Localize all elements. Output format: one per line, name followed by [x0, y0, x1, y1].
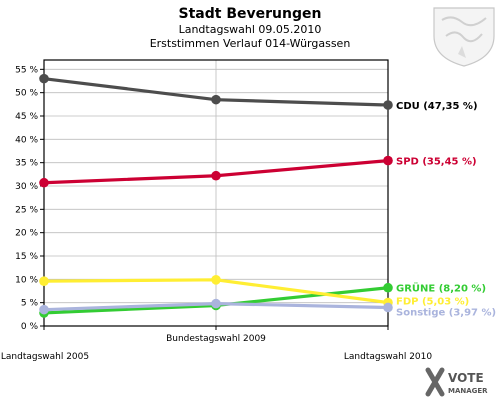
y-tick-label: 45 % [15, 112, 38, 122]
y-tick-label: 0 % [21, 322, 39, 332]
data-point-cdu [211, 94, 221, 105]
data-point-fdp [211, 275, 221, 285]
coat-of-arms-icon [433, 7, 495, 67]
series-label-spd: SPD (35,45 %) [396, 157, 477, 168]
y-tick-label: 30 % [15, 182, 38, 192]
axes: 0 % 5 % 10 % 15 % 20 % 25 % 30 % 35 % 40 % 45 % 50… [1, 59, 433, 362]
y-tick-label: 55 % [15, 65, 38, 75]
chart-title: Stadt Beverungen [179, 6, 322, 22]
data-point-sonstige [383, 302, 393, 313]
y-tick-label: 10 % [15, 275, 38, 285]
chart-subtitle-area: Erststimmen Verlauf 014-Würgassen [150, 37, 351, 50]
series-label-grüne: GRÜNE (8,20 %) [396, 281, 486, 295]
y-tick-label: 15 % [15, 252, 38, 262]
data-point-cdu [383, 100, 393, 110]
data-point-spd [211, 170, 221, 181]
y-tick-label: 25 % [15, 205, 38, 215]
y-tick-label: 50 % [15, 89, 38, 99]
data-point-cdu [39, 73, 49, 84]
chart-subtitle-date: Landtagswahl 09.05.2010 [179, 23, 322, 36]
series-label-cdu: CDU (47,35 %) [396, 101, 478, 112]
data-point-sonstige [211, 298, 221, 309]
data-point-grüne [383, 282, 393, 293]
data-point-spd [383, 155, 393, 166]
series-label-fdp: FDP (5,03 %) [396, 297, 469, 308]
data-point-fdp [39, 276, 49, 287]
x-tick-label: Landtagswahl 2010 [344, 352, 433, 362]
y-tick-label: 40 % [15, 135, 38, 145]
y-tick-label: 5 % [21, 299, 39, 309]
y-tick-label: 20 % [15, 229, 38, 239]
x-tick-label: Bundestagswahl 2009 [166, 334, 266, 344]
data-point-spd [39, 177, 49, 188]
data-point-sonstige [39, 304, 49, 315]
y-tick-label: 35 % [15, 159, 38, 169]
plot-area-frame [43, 59, 389, 327]
x-tick-label: Landtagswahl 2005 [1, 352, 89, 362]
votemanager-logo: VOTE MANAGER [425, 367, 488, 397]
series [39, 73, 393, 318]
series-labels: CDU (47,35 %) SPD (35,45 %) GRÜNE (8,20 %)… [396, 101, 496, 318]
svg-text:MANAGER: MANAGER [448, 387, 488, 395]
series-label-sonstige: Sonstige (3,97 %) [396, 307, 496, 318]
svg-text:VOTE: VOTE [448, 371, 484, 385]
